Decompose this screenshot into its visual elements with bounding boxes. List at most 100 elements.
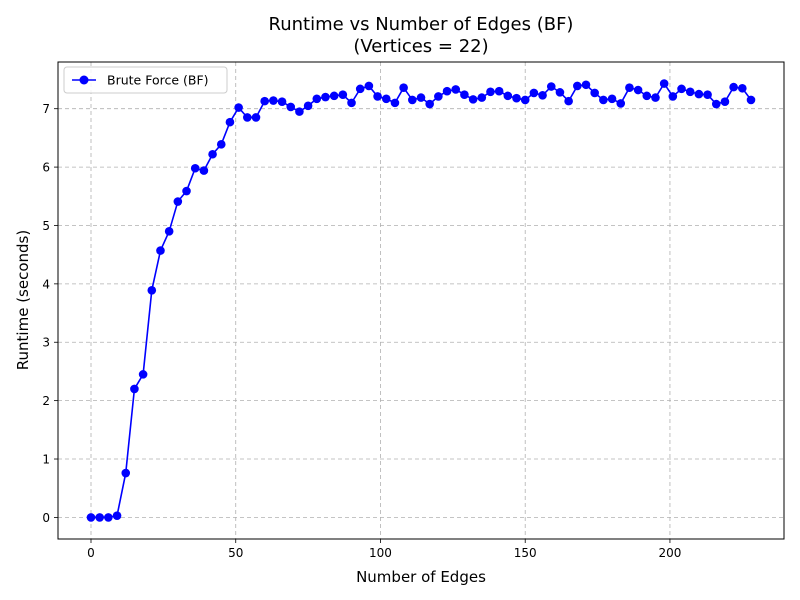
data-point <box>738 83 747 93</box>
data-point <box>373 92 382 101</box>
data-point <box>651 93 660 102</box>
data-point <box>303 101 313 111</box>
chart-title: Runtime vs Number of Edges (BF) <box>269 14 574 35</box>
data-point <box>677 84 686 94</box>
x-axis-label: Number of Edges <box>356 568 486 586</box>
x-tick-label: 0 <box>87 546 95 560</box>
data-point <box>86 513 96 522</box>
data-point <box>225 117 235 127</box>
data-point <box>512 93 521 103</box>
data-point <box>590 88 599 98</box>
data-point <box>538 90 547 100</box>
data-point <box>173 197 183 206</box>
data-point <box>408 95 417 105</box>
data-point <box>460 90 469 99</box>
data-point <box>546 82 556 91</box>
data-point <box>607 94 617 104</box>
data-point <box>685 87 695 97</box>
x-tick-label: 150 <box>514 546 537 560</box>
y-tick-label: 2 <box>42 394 50 408</box>
data-point <box>520 95 530 105</box>
data-point <box>138 370 148 379</box>
data-point <box>147 285 157 295</box>
data-point <box>555 88 565 97</box>
data-point <box>95 513 104 522</box>
grid <box>58 62 784 539</box>
data-point <box>277 97 287 106</box>
legend-box <box>63 66 228 94</box>
data-point <box>486 87 495 97</box>
y-tick-label: 6 <box>42 161 50 175</box>
series-layer <box>86 79 756 522</box>
data-point <box>381 94 391 104</box>
data-point <box>529 88 539 98</box>
y-tick-label: 0 <box>42 511 50 525</box>
data-point <box>347 98 356 108</box>
data-point <box>616 99 626 108</box>
x-tick-label: 50 <box>228 546 243 560</box>
data-point <box>208 149 217 159</box>
plot-frame <box>57 61 785 540</box>
data-point <box>130 384 139 394</box>
data-point <box>355 84 365 94</box>
data-point <box>442 86 452 96</box>
data-point <box>260 96 269 106</box>
data-point <box>477 93 487 102</box>
data-point <box>295 107 304 116</box>
data-point <box>156 246 165 255</box>
data-point <box>243 113 252 122</box>
y-tick-label: 1 <box>42 453 50 467</box>
legend: Brute Force (BF) <box>63 66 228 94</box>
data-point <box>338 90 348 99</box>
data-point <box>321 92 330 102</box>
data-point <box>182 186 191 196</box>
data-point <box>112 511 122 520</box>
data-point <box>329 91 339 101</box>
data-point <box>668 92 678 101</box>
data-point <box>216 140 226 149</box>
data-point <box>190 163 200 173</box>
y-tick-label: 7 <box>42 102 50 116</box>
data-point <box>625 83 634 92</box>
data-point <box>494 86 504 96</box>
data-point <box>581 80 591 90</box>
data-point <box>104 513 113 522</box>
data-point <box>390 98 400 108</box>
ticks: 0 50 100 150 200 0 1 2 3 4 5 6 7 <box>42 102 681 560</box>
data-point <box>573 81 582 91</box>
data-point <box>564 96 573 106</box>
data-point <box>434 92 443 101</box>
data-point <box>416 93 426 102</box>
data-point <box>703 90 712 99</box>
data-point <box>746 95 756 105</box>
data-point <box>251 113 261 122</box>
legend-label: Brute Force (BF) <box>107 73 209 88</box>
legend-marker <box>79 75 89 85</box>
data-point <box>164 227 174 236</box>
data-point <box>364 81 374 91</box>
data-point <box>286 102 296 112</box>
data-point <box>425 99 434 109</box>
x-tick-label: 200 <box>658 546 681 560</box>
data-point <box>468 95 478 104</box>
data-point <box>642 91 652 101</box>
x-tick-label: 100 <box>369 546 392 560</box>
data-point <box>451 85 461 94</box>
data-point <box>399 83 408 92</box>
data-point <box>729 82 738 92</box>
data-point <box>503 91 513 101</box>
data-point <box>659 79 669 88</box>
chart-subtitle: (Vertices = 22) <box>353 36 488 57</box>
data-point <box>720 97 730 106</box>
y-tick-label: 3 <box>42 336 50 350</box>
y-axis-label: Runtime (seconds) <box>14 230 32 370</box>
y-tick-label: 4 <box>42 277 50 291</box>
data-point <box>234 103 243 112</box>
data-point <box>633 85 643 95</box>
y-tick-label: 5 <box>42 219 50 233</box>
data-point <box>199 166 209 175</box>
data-point <box>121 468 131 478</box>
data-point <box>599 95 608 105</box>
